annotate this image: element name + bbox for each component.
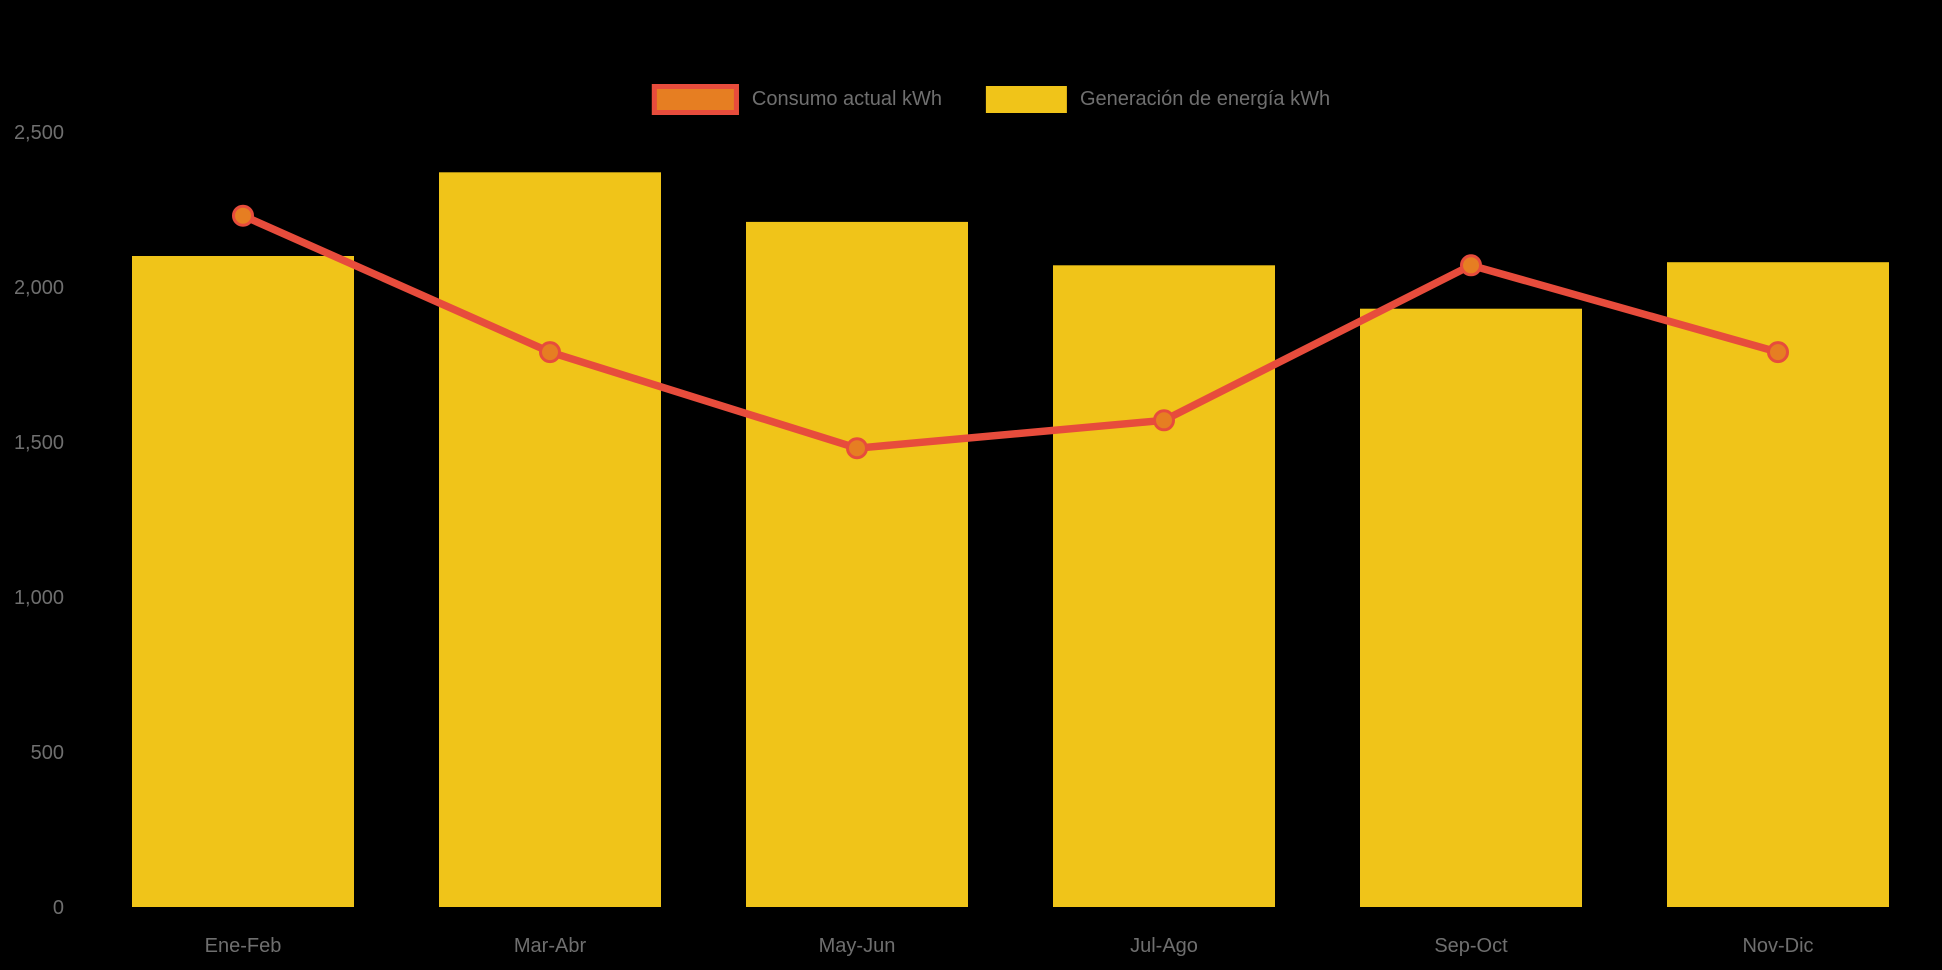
legend-label-consumo: Consumo actual kWh: [751, 88, 942, 110]
data-point-jul-ago: [1153, 409, 1175, 432]
x-axis-category-label: May-Jun: [819, 935, 896, 957]
x-axis-category-label: Mar-Abr: [514, 935, 587, 957]
y-axis-tick-label: 1,500: [14, 432, 64, 454]
y-axis-tick-label: 1,000: [14, 587, 64, 609]
consumo-line-swatch-icon: [651, 84, 739, 115]
data-point-may-jun: [846, 437, 868, 460]
y-axis-tick-label: 2,000: [14, 277, 64, 299]
x-axis-category-label: Ene-Feb: [205, 935, 282, 957]
bar-jul-ago: [1053, 265, 1275, 907]
consumo-line: [239, 211, 1782, 452]
y-axis-tick-label: 500: [31, 742, 64, 764]
bar-sep-oct: [1360, 308, 1582, 907]
chart-legend: Consumo actual kWh Generación de energía…: [651, 84, 1331, 115]
x-axis-category-label: Sep-Oct: [1434, 935, 1508, 957]
generacion-bar-swatch-icon: [985, 86, 1067, 113]
bar-may-jun: [746, 221, 968, 907]
bar-nov-dic: [1667, 262, 1889, 907]
data-point-mar-abr: [539, 341, 561, 364]
x-axis-category-label: Jul-Ago: [1130, 935, 1198, 957]
y-axis-tick-label: 2,500: [14, 122, 64, 144]
data-point-nov-dic: [1767, 341, 1789, 364]
y-axis-tick-label: 0: [53, 897, 64, 919]
bar-mar-abr: [439, 172, 661, 908]
legend-item-consumo: Consumo actual kWh: [651, 84, 942, 115]
bar-ene-feb: [132, 256, 354, 907]
data-point-ene-feb: [232, 204, 254, 227]
data-point-sep-oct: [1460, 254, 1482, 277]
x-axis-category-label: Nov-Dic: [1742, 935, 1813, 957]
legend-item-generacion: Generación de energía kWh: [985, 86, 1331, 113]
legend-label-generacion: Generación de energía kWh: [1079, 88, 1331, 110]
